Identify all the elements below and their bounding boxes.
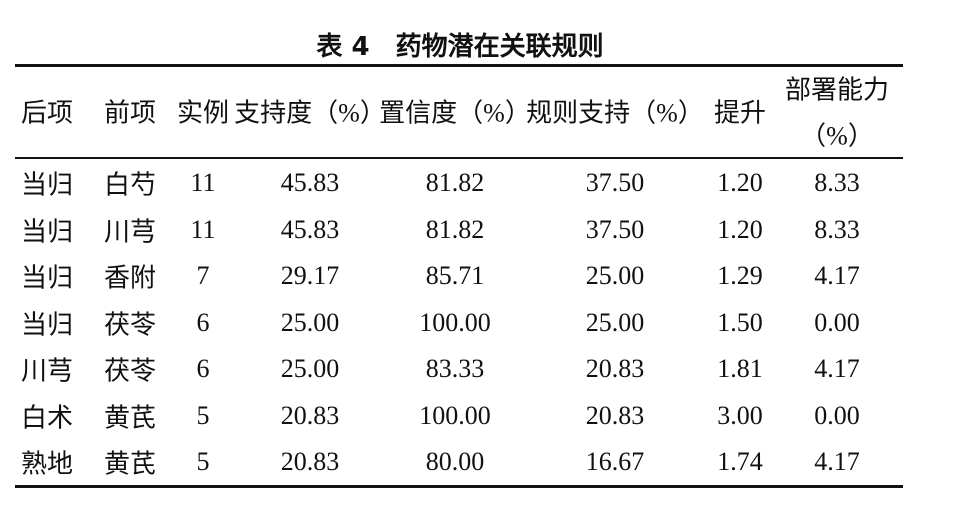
table-cell: 0.00 <box>814 307 860 337</box>
table-cell: 11 <box>190 168 216 197</box>
table-cell: 8.33 <box>814 168 860 197</box>
table-cell: 85.71 <box>425 261 485 290</box>
table-cell: 当归 <box>20 170 74 200</box>
table-cell: 6 <box>196 307 210 337</box>
table-cell: 白芍 <box>103 170 157 200</box>
table-cell: 83.33 <box>425 354 485 383</box>
table-cell: 29.17 <box>280 261 340 290</box>
bottom-rule <box>15 485 903 488</box>
table-cell: 100.00 <box>419 400 491 430</box>
table-cell: 37.50 <box>585 168 645 197</box>
header-cell: 后项 <box>20 98 74 128</box>
header-cell: 置信度（%） <box>379 98 531 128</box>
table-cell: 黄芪 <box>103 449 157 479</box>
table-title: 表 4 药物潜在关联规则 <box>316 32 604 62</box>
header-rule <box>15 157 903 159</box>
table-cell: 20.83 <box>280 447 340 476</box>
table-cell: 6 <box>196 354 210 383</box>
header-cell: 支持度（%） <box>234 98 386 128</box>
header-cell: 提升 <box>713 98 767 128</box>
table-cell: 45.83 <box>280 168 340 197</box>
table-cell: 白术 <box>20 403 74 432</box>
table-cell: 0.00 <box>814 400 860 430</box>
table-cell: 茯苓 <box>103 310 157 339</box>
table-cell: 1.81 <box>717 354 763 383</box>
table-cell: 5 <box>196 447 210 476</box>
table-cell: 当归 <box>20 263 74 293</box>
table-cell: 7 <box>196 261 210 290</box>
table-cell: 45.83 <box>280 214 340 244</box>
table-cell: 茯苓 <box>103 356 157 386</box>
table-cell: 25.00 <box>585 261 645 290</box>
top-rule <box>15 64 903 67</box>
table-cell: 20.83 <box>585 354 645 383</box>
table-cell: 1.20 <box>717 214 763 244</box>
header-cell: （%） <box>800 121 874 151</box>
table-cell: 25.00 <box>280 307 340 337</box>
table-cell: 熟地 <box>20 449 74 479</box>
table-cell: 1.20 <box>717 168 763 197</box>
table-cell: 20.83 <box>280 400 340 430</box>
table-cell: 11 <box>190 214 216 244</box>
header-cell: 部署能力 <box>784 75 890 105</box>
table-cell: 4.17 <box>814 447 860 476</box>
table-cell: 100.00 <box>419 307 491 337</box>
table-cell: 3.00 <box>717 400 763 430</box>
table-cell: 25.00 <box>280 354 340 383</box>
table-cell: 80.00 <box>425 447 485 476</box>
table-cell: 川芎 <box>20 356 74 386</box>
table-cell: 81.82 <box>425 214 485 244</box>
table-cell: 81.82 <box>425 168 485 197</box>
header-cell: 实例 <box>176 98 230 128</box>
table-cell: 37.50 <box>585 214 645 244</box>
table-cell: 川芎 <box>103 217 157 246</box>
table-cell: 黄芪 <box>103 403 157 432</box>
table-cell: 香附 <box>103 263 157 293</box>
header-cell: 前项 <box>103 98 157 128</box>
table-cell: 8.33 <box>814 214 860 244</box>
table-cell: 当归 <box>20 217 74 246</box>
table-cell: 1.50 <box>717 307 763 337</box>
table-cell: 16.67 <box>585 447 645 476</box>
table-cell: 20.83 <box>585 400 645 430</box>
table-cell: 4.17 <box>814 354 860 383</box>
table-cell: 1.74 <box>717 447 763 476</box>
header-cell: 规则支持（%） <box>526 98 704 128</box>
table-cell: 25.00 <box>585 307 645 337</box>
table-cell: 当归 <box>20 310 74 339</box>
table-cell: 4.17 <box>814 261 860 290</box>
table-cell: 1.29 <box>717 261 763 290</box>
table-cell: 5 <box>196 400 210 430</box>
